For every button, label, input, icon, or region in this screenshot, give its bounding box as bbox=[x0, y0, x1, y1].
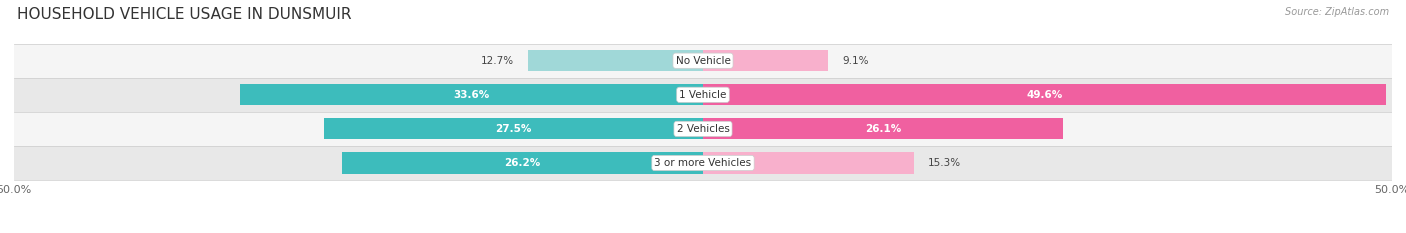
Bar bbox=[14, 44, 1392, 78]
Text: 33.6%: 33.6% bbox=[453, 90, 489, 100]
Bar bbox=[240, 84, 703, 105]
Text: 26.2%: 26.2% bbox=[505, 158, 541, 168]
Text: 49.6%: 49.6% bbox=[1026, 90, 1063, 100]
Bar bbox=[703, 84, 1386, 105]
Text: 3 or more Vehicles: 3 or more Vehicles bbox=[654, 158, 752, 168]
Bar bbox=[342, 152, 703, 174]
Bar bbox=[14, 146, 1392, 180]
Bar bbox=[703, 50, 828, 71]
Text: 9.1%: 9.1% bbox=[842, 56, 869, 66]
Text: 15.3%: 15.3% bbox=[928, 158, 960, 168]
Text: 2 Vehicles: 2 Vehicles bbox=[676, 124, 730, 134]
Text: Source: ZipAtlas.com: Source: ZipAtlas.com bbox=[1285, 7, 1389, 17]
Text: 1 Vehicle: 1 Vehicle bbox=[679, 90, 727, 100]
Bar bbox=[703, 152, 914, 174]
Bar bbox=[529, 50, 703, 71]
Bar bbox=[14, 78, 1392, 112]
Text: 12.7%: 12.7% bbox=[481, 56, 515, 66]
Bar bbox=[323, 118, 703, 140]
Text: No Vehicle: No Vehicle bbox=[675, 56, 731, 66]
Text: HOUSEHOLD VEHICLE USAGE IN DUNSMUIR: HOUSEHOLD VEHICLE USAGE IN DUNSMUIR bbox=[17, 7, 352, 22]
Bar bbox=[703, 118, 1063, 140]
Bar bbox=[14, 112, 1392, 146]
Text: 27.5%: 27.5% bbox=[495, 124, 531, 134]
Text: 26.1%: 26.1% bbox=[865, 124, 901, 134]
